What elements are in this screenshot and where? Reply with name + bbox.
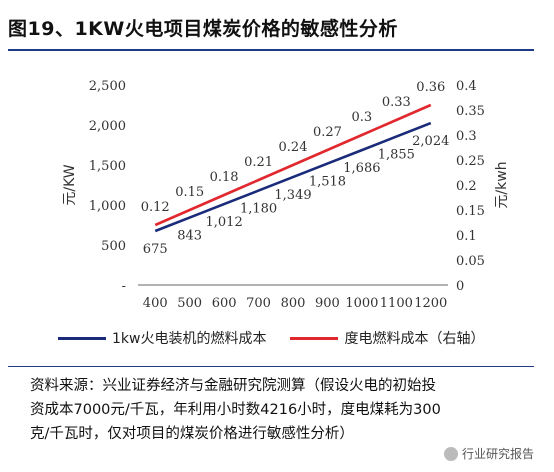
x-tick-label: 900 [315, 296, 340, 311]
title-divider [8, 49, 534, 51]
y-right-tick-label: 0.25 [456, 154, 485, 169]
source-line: 资成本7000元/千瓦，年利用小时数4216小时，度电煤耗为300 [30, 402, 441, 418]
y-left-axis-title: 元/KW [62, 164, 78, 205]
x-tick-label: 1100 [380, 296, 413, 311]
y-left-tick-label: 500 [101, 239, 126, 254]
line-chart: 400 500 600 700 800 900 1000 1100 1200 - 500 1,000 1… [62, 79, 510, 311]
source-note: 资料来源：兴业证券经济与金融研究院测算（假设火电的初始投 资成本7000元/千瓦… [30, 374, 550, 446]
x-tick-label: 1200 [414, 296, 447, 311]
y-right-tick-label: 0.4 [456, 79, 477, 94]
data-label: 0.24 [279, 140, 308, 155]
legend-swatch-blue [58, 336, 106, 340]
chart-title: 图19、1KW火电项目煤炭价格的敏感性分析 [8, 18, 398, 40]
data-label: 1,855 [378, 148, 415, 163]
data-label: 0.36 [416, 80, 445, 95]
legend-item-fuel-cost-per-kwh: 度电燃料成本（右轴） [290, 328, 484, 348]
x-tick-label: 700 [246, 296, 271, 311]
y-right-tick-label: 0.2 [456, 179, 477, 194]
legend-label: 度电燃料成本（右轴） [344, 331, 485, 347]
wechat-icon [443, 446, 458, 461]
y-right-tick-label: 0 [456, 279, 464, 294]
y-right-tick-label: 0.35 [456, 104, 485, 119]
legend-item-fuel-cost-per-kw: 1kw火电装机的燃料成本 [58, 328, 266, 348]
series-line-fuel-cost-per-kw [154, 121, 432, 233]
data-label: 0.33 [382, 95, 411, 110]
data-label: 0.3 [352, 110, 373, 125]
data-label: 675 [143, 242, 168, 257]
source-line: 资料来源：兴业证券经济与金融研究院测算（假设火电的初始投 [30, 378, 436, 394]
source-line: 克/千瓦时，仅对项目的煤炭价格进行敏感性分析） [30, 426, 354, 442]
x-tick-label: 1000 [345, 296, 378, 311]
data-label: 1,180 [240, 202, 277, 217]
source-divider [8, 366, 534, 367]
data-label: 0.27 [313, 125, 342, 140]
data-label: 1,518 [309, 175, 346, 190]
y-left-tick-label: 1,000 [89, 199, 126, 214]
y-left-tick-label: - [122, 279, 126, 294]
y-right-tick-label: 0.3 [456, 129, 477, 144]
chart-axes: 400 500 600 700 800 900 1000 1100 1200 - 500 1,000 1… [62, 79, 510, 311]
y-right-axis-title: 元/kwh [494, 161, 510, 208]
x-tick-label: 600 [212, 296, 237, 311]
data-label: 1,349 [274, 188, 311, 203]
x-tick-label: 400 [143, 296, 168, 311]
y-right-tick-label: 0.05 [456, 254, 485, 269]
data-label: 0.21 [244, 155, 273, 170]
chart-data-labels: 675 843 1,0121,1801,3491,5181,6861,8552,02… [141, 80, 450, 257]
legend-swatch-red [290, 336, 339, 340]
y-left-tick-label: 1,500 [89, 159, 126, 174]
y-right-tick-label: 0.15 [456, 204, 485, 219]
watermark: 行业研究报告 [443, 445, 534, 462]
chart-legend: 1kw火电装机的燃料成本 度电燃料成本（右轴） [58, 328, 484, 348]
data-label: 1,012 [206, 215, 243, 230]
x-tick-label: 800 [281, 296, 306, 311]
x-tick-label: 500 [177, 296, 202, 311]
series-line-fuel-cost-per-kwh [154, 103, 432, 227]
y-right-tick-label: 0.1 [456, 229, 477, 244]
watermark-text: 行业研究报告 [461, 447, 534, 461]
chart-series [154, 103, 432, 233]
y-left-tick-label: 2,000 [89, 119, 126, 134]
data-label: 1,686 [343, 161, 380, 176]
data-label: 843 [177, 229, 202, 244]
y-left-tick-label: 2,500 [89, 79, 126, 94]
data-label: 0.12 [141, 200, 170, 215]
data-label: 0.15 [175, 185, 204, 200]
legend-label: 1kw火电装机的燃料成本 [112, 331, 267, 347]
data-label: 0.18 [210, 170, 239, 185]
data-label: 2,024 [412, 134, 449, 149]
